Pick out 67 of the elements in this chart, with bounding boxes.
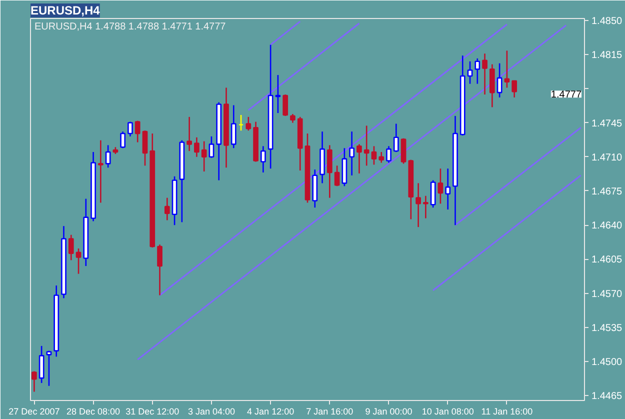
candlestick — [371, 146, 377, 166]
candlestick — [186, 116, 192, 152]
candlestick — [142, 130, 148, 166]
y-tick-label: 1.4465 — [592, 391, 623, 402]
y-tick-label: 1.4640 — [592, 220, 623, 232]
annotation: EURUSD,H4 1.4788 1.4788 1.4771 1.4777 — [34, 22, 226, 32]
candlestick — [157, 244, 162, 296]
candlestick — [438, 168, 444, 204]
candlestick — [46, 350, 52, 387]
x-tick-label: 4 Jan 12:00 — [247, 406, 294, 416]
candlestick — [105, 144, 111, 168]
x-tick-label: 28 Dec 08:00 — [66, 406, 120, 416]
x-tick-label: 31 Dec 12:00 — [126, 406, 180, 416]
candlestick — [378, 151, 384, 164]
candlestick — [349, 130, 354, 176]
candlestick — [275, 74, 281, 114]
candlestick — [489, 64, 495, 108]
candlestick — [326, 144, 332, 198]
y-tick-label: 1.4570 — [592, 288, 623, 300]
annotation: 1.4777 — [550, 90, 582, 101]
y-tick-label: 1.4675 — [592, 186, 623, 198]
candlestick — [208, 136, 214, 158]
y-tick-label: 1.4815 — [592, 50, 623, 62]
candlestick — [120, 130, 126, 149]
candlestick — [164, 197, 170, 221]
x-tick-label: 10 Jan 08:00 — [422, 406, 474, 416]
candlestick — [98, 140, 104, 204]
candlestick — [246, 116, 252, 132]
candlestick — [364, 125, 370, 166]
y-tick-label: 1.4535 — [592, 322, 623, 334]
candlestick — [76, 248, 82, 274]
y-tick-label: 1.4710 — [592, 152, 623, 164]
x-tick-label: 3 Jan 04:00 — [188, 406, 235, 416]
candlestick — [356, 144, 362, 174]
candlestick — [386, 146, 392, 164]
chart-title: EURUSD,H4 — [30, 4, 100, 18]
candlestick — [467, 60, 473, 84]
candlestick — [474, 58, 480, 84]
candlestick — [445, 168, 451, 210]
x-tick-label: 7 Jan 16:00 — [306, 406, 354, 416]
candlestick — [504, 50, 510, 88]
y-tick-label: 1.4745 — [592, 118, 623, 130]
candlestick — [128, 121, 133, 138]
x-tick-label: 9 Jan 00:00 — [365, 406, 412, 416]
candlestick — [393, 123, 399, 153]
candlestick — [194, 136, 200, 158]
y-tick-label: 1.4850 — [592, 16, 623, 27]
candlestick — [260, 146, 266, 174]
candlestick — [134, 120, 140, 143]
candlestick — [334, 165, 340, 187]
candlestick — [512, 80, 518, 98]
candlestick — [430, 180, 436, 208]
x-tick-label: 27 Dec 2007 — [8, 406, 60, 416]
x-tick-label: 11 Jan 16:00 — [481, 406, 533, 416]
candlestick — [482, 52, 488, 96]
y-tick-label: 1.4500 — [592, 357, 623, 368]
candlestick — [282, 94, 288, 117]
candlestick — [230, 104, 236, 149]
candlestick — [423, 195, 428, 219]
candlestick — [68, 234, 74, 261]
candlestick — [201, 140, 207, 172]
candlestick — [416, 182, 421, 228]
candlestick — [32, 370, 37, 392]
candlestick — [496, 62, 502, 98]
candlestick — [38, 345, 44, 384]
y-tick-label: 1.4605 — [592, 254, 623, 266]
candlestick — [400, 138, 406, 164]
